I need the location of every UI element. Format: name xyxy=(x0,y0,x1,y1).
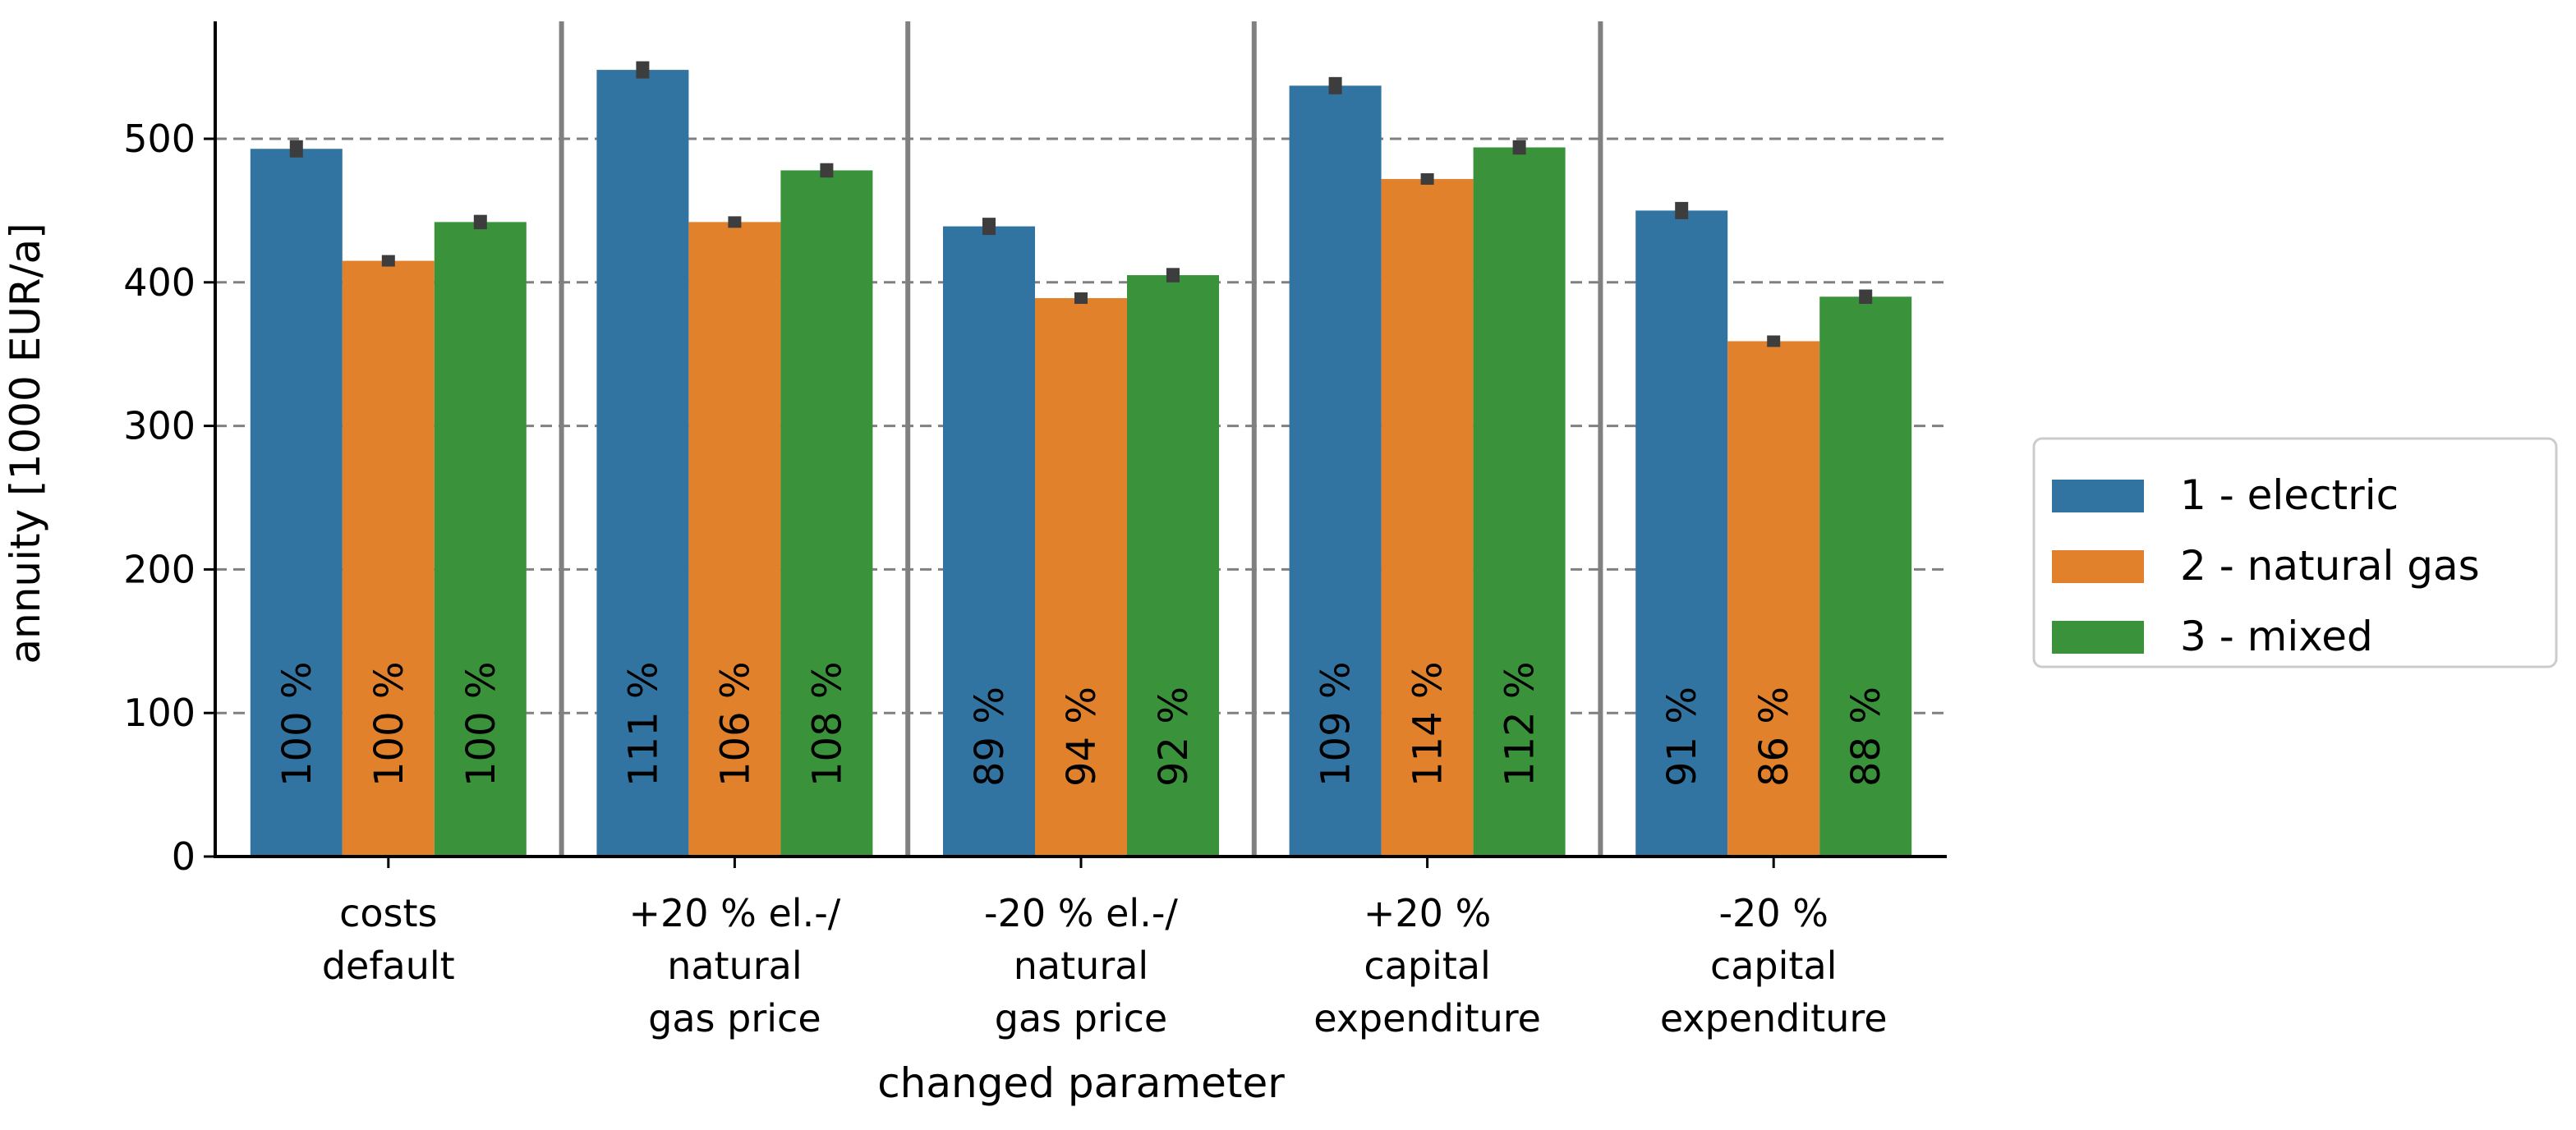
x-tick-label: natural xyxy=(1014,944,1148,988)
x-tick-label: natural xyxy=(667,944,802,988)
legend-label: 2 - natural gas xyxy=(2180,542,2480,590)
bar-label: 112 % xyxy=(1497,662,1543,787)
error-bar xyxy=(1675,201,1689,219)
bar-label: 100 % xyxy=(366,662,412,787)
x-tick-label: +20 % xyxy=(1364,891,1491,935)
y-ticks: 0 100 200 300 400 500 xyxy=(123,117,215,879)
bars xyxy=(250,70,1912,857)
x-tick-label: capital xyxy=(1364,944,1490,988)
x-tick-label: -20 % xyxy=(1718,891,1828,935)
bar xyxy=(780,170,873,857)
error-bar xyxy=(1512,140,1526,155)
bar xyxy=(1381,178,1474,857)
legend-label: 3 - mixed xyxy=(2180,613,2373,660)
y-tick-label: 400 xyxy=(123,260,196,305)
x-tick-label: -20 % el.-/ xyxy=(984,891,1178,935)
bar-label: 94 % xyxy=(1059,687,1105,787)
error-bar xyxy=(636,61,650,79)
error-bar xyxy=(473,214,487,230)
bar xyxy=(342,260,435,857)
bar xyxy=(1819,296,1912,857)
y-tick-label: 0 xyxy=(172,834,196,879)
bar-label: 114 % xyxy=(1405,662,1451,787)
error-bar xyxy=(1859,289,1873,305)
error-bar xyxy=(1074,292,1088,305)
error-bars xyxy=(289,61,1873,347)
legend-swatch xyxy=(2052,550,2144,583)
bar xyxy=(1635,210,1728,857)
bar xyxy=(1473,147,1566,857)
bar-label: 106 % xyxy=(712,662,758,787)
x-axis-label: changed parameter xyxy=(877,1059,1285,1107)
error-bar xyxy=(1166,268,1180,282)
bar-label: 111 % xyxy=(620,662,666,787)
bar xyxy=(1035,298,1127,857)
legend-swatch xyxy=(2052,480,2144,512)
bar xyxy=(250,149,343,857)
error-bar xyxy=(820,163,834,178)
y-tick-label: 500 xyxy=(123,117,196,161)
bar xyxy=(596,70,689,857)
error-bar xyxy=(289,140,303,158)
bar-label: 91 % xyxy=(1659,687,1705,787)
y-tick-label: 200 xyxy=(123,547,196,591)
y-tick-label: 300 xyxy=(123,404,196,448)
bar-label: 100 % xyxy=(274,662,320,787)
bar xyxy=(688,222,781,857)
bar-label: 108 % xyxy=(804,662,850,787)
bar-label: 109 % xyxy=(1313,662,1359,787)
x-tick-label: capital xyxy=(1710,944,1837,988)
bar xyxy=(1289,85,1382,857)
error-bar xyxy=(728,216,742,228)
x-tick-label: default xyxy=(322,944,455,988)
legend: 1 - electric 2 - natural gas 3 - mixed xyxy=(2032,437,2558,668)
bar-label: 89 % xyxy=(967,687,1013,787)
bar-label: 86 % xyxy=(1751,687,1797,787)
x-tick-label: +20 % el.-/ xyxy=(628,891,840,935)
bar-label: 100 % xyxy=(458,662,504,787)
bar xyxy=(434,222,527,857)
y-axis-label: annuity [1000 EUR/a] xyxy=(2,223,49,664)
x-tick-label: expenditure xyxy=(1313,996,1541,1040)
bar xyxy=(943,226,1035,857)
bar xyxy=(1127,275,1219,857)
bar-label: 92 % xyxy=(1151,687,1197,787)
bar xyxy=(1727,341,1820,857)
x-tick-label: gas price xyxy=(648,996,821,1040)
x-tick-label: gas price xyxy=(995,996,1167,1040)
x-ticks: costs default +20 % el.-/ natural gas price -… xyxy=(322,857,1888,1040)
x-tick-label: costs xyxy=(339,891,437,935)
error-bar xyxy=(1767,335,1781,347)
legend-box xyxy=(2032,437,2558,668)
error-bar xyxy=(982,218,996,236)
error-bar xyxy=(1420,172,1434,185)
bar-labels: 100 % 111 % 89 % 109 % 91 % 100 % 106 % 94 % 114… xyxy=(274,662,1889,787)
legend-label: 1 - electric xyxy=(2180,471,2399,519)
x-tick-label: expenditure xyxy=(1660,996,1888,1040)
legend-swatch xyxy=(2052,621,2144,654)
group-separators xyxy=(559,21,1603,857)
y-tick-label: 100 xyxy=(123,691,196,735)
error-bar xyxy=(381,255,395,267)
error-bar xyxy=(1328,76,1342,94)
bar-label: 88 % xyxy=(1843,687,1889,787)
